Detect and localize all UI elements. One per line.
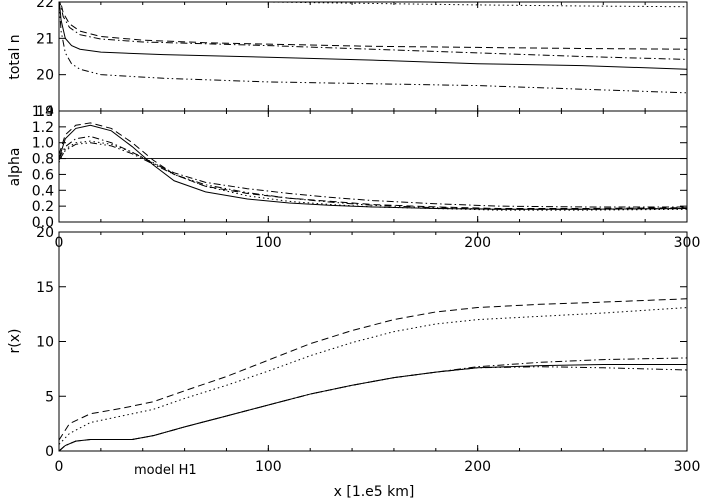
series-line-middle-dashdot (59, 135, 687, 208)
x-tick-label-bottom: 200 (464, 459, 491, 475)
plot-frame-middle (58, 110, 688, 223)
series-line-middle-dashed (59, 122, 687, 210)
y-tick-label-middle: 0.0 (32, 215, 54, 231)
y-tick-label-middle: 1.4 (32, 104, 54, 120)
y-tick-label-bottom: 10 (36, 335, 54, 351)
model-annotation: model H1 (134, 463, 197, 478)
series-line-bottom-dashed (59, 298, 687, 441)
y-tick-label-top: 20 (36, 68, 54, 84)
y-tick-label-top: 21 (36, 31, 54, 47)
y-tick-label-middle: 1.0 (32, 136, 54, 152)
x-tick-label-bottom: 100 (255, 459, 282, 475)
series-line-middle-dashdotdot (59, 142, 687, 210)
y-tick-label-bottom: 5 (45, 389, 54, 405)
x-tick-label-bottom: 0 (55, 459, 64, 475)
x-tick-label-middle: 200 (464, 235, 491, 251)
plot-frame-bottom (58, 231, 688, 452)
y-tick-label-bottom: 15 (36, 280, 54, 296)
series-line-bottom-dashdot (59, 357, 687, 451)
y-tick-label-top: 22 (36, 0, 54, 11)
y-tick-label-middle: 0.4 (32, 183, 54, 199)
series-line-top-dashdot (59, 2, 687, 60)
series-line-top-dotted (244, 2, 687, 8)
panel-r-x: r(x) model H1 x [1.e5 km] 0 100 200 300 0 5 10… (7, 225, 700, 500)
y-tick-label-top: 19 (36, 104, 54, 120)
x-tick-label-middle: 100 (255, 235, 282, 251)
series-line-top-dashdotdot (59, 2, 687, 94)
x-tick-label-bottom: 300 (674, 459, 701, 475)
y-tick-label-bottom: 20 (36, 225, 54, 241)
series-line-bottom-solid (59, 364, 687, 451)
series-line-bottom-dashdotdot (59, 366, 687, 451)
y-tick-label-bottom: 0 (45, 444, 54, 460)
xlabel: x [1.e5 km] (334, 484, 415, 500)
series-line-bottom-dotted (59, 307, 687, 445)
y-tick-label-middle: 0.6 (32, 167, 54, 183)
series-line-middle-dotted (59, 140, 687, 211)
y-tick-label-middle: 0.2 (32, 199, 54, 215)
ylabel-alpha: alpha (7, 148, 23, 187)
series-line-middle-solid (59, 124, 687, 210)
ylabel-r-x: r(x) (7, 329, 23, 354)
ylabel-total-n: total n (7, 34, 23, 79)
panel-total-n: total n 19 20 21 22 (7, 0, 688, 120)
y-tick-label-middle: 0.8 (32, 152, 54, 168)
y-tick-label-middle: 1.2 (32, 120, 54, 136)
series-line-top-solid (59, 2, 687, 70)
